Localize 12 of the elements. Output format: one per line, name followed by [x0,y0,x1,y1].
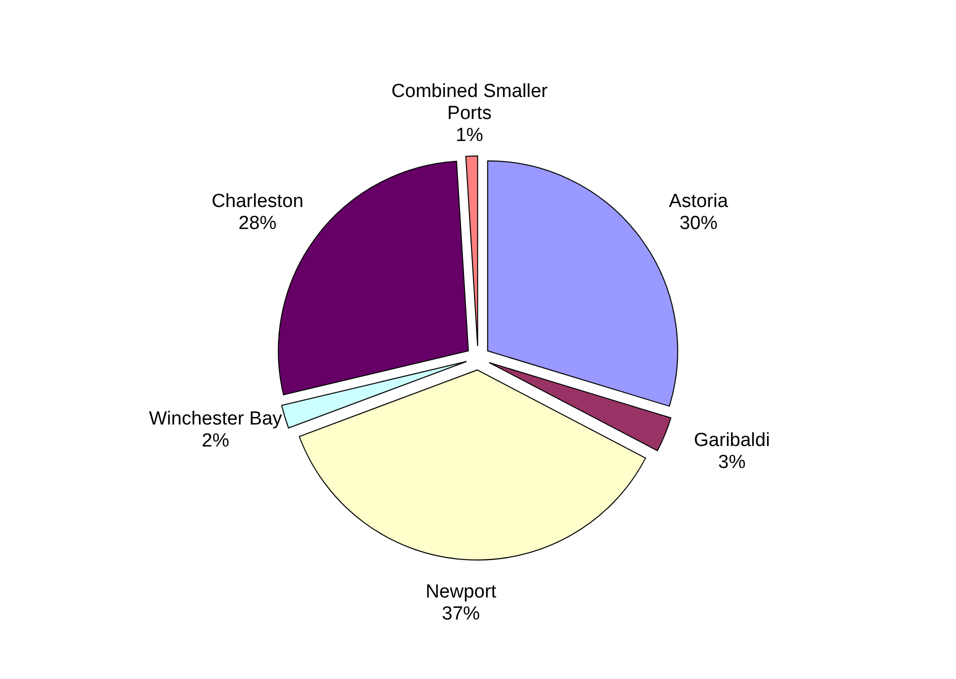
data-label: 37% [442,604,480,625]
slice-label: Winchester Bay [148,408,283,430]
slice-label: Charleston [212,191,304,212]
slice-label: Garibaldi [694,430,770,451]
slice-label: Newport [426,582,498,603]
slice-label: Astoria [668,191,728,212]
data-label: 3% [718,452,746,473]
slice-label: Combined Smaller Ports [391,81,548,124]
data-label: 2% [202,430,230,452]
data-label: 30% [679,213,718,234]
data-label: 28% [238,213,277,234]
data-label: 1% [456,125,484,146]
